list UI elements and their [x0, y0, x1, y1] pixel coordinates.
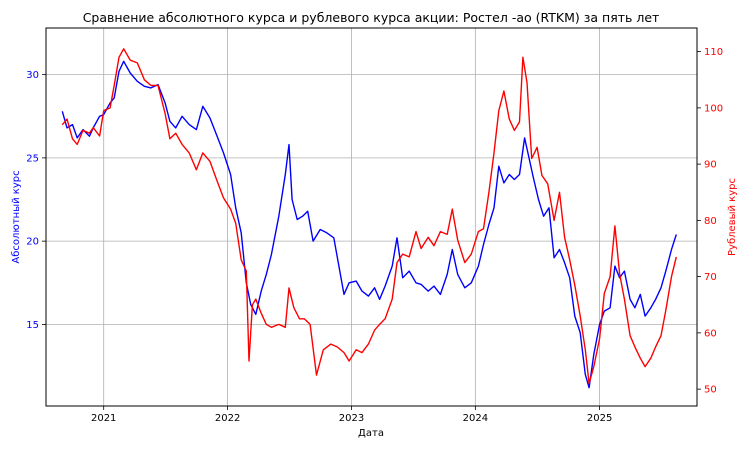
y-right-tick-label: 110 — [704, 47, 723, 58]
x-tick-label: 2021 — [91, 413, 116, 424]
x-tick-label: 2024 — [463, 413, 488, 424]
grid — [46, 28, 697, 406]
y-axis-left: 15 20 25 30 — [26, 70, 46, 331]
ruble-price-line — [61, 48, 677, 385]
y-right-tick-label: 90 — [704, 160, 717, 171]
y-right-tick-label: 70 — [704, 272, 717, 283]
y-axis-left-label: Абсолютный курс — [11, 170, 22, 263]
x-axis-label: Дата — [358, 428, 384, 439]
x-tick-label: 2025 — [587, 413, 612, 424]
y-right-tick-label: 100 — [704, 103, 723, 114]
y-axis-right: 50 60 70 80 90 100 110 — [697, 47, 723, 396]
y-left-tick-label: 30 — [26, 70, 39, 81]
plot-frame — [45, 27, 698, 407]
y-right-tick-label: 80 — [704, 216, 717, 227]
x-tick-label: 2022 — [215, 413, 240, 424]
x-axis: 2021 2022 2023 2024 2025 — [91, 406, 612, 424]
y-right-tick-label: 50 — [704, 385, 717, 396]
absolute-price-line — [61, 60, 677, 389]
y-right-tick-label: 60 — [704, 328, 717, 339]
x-tick-label: 2023 — [339, 413, 364, 424]
chart-title: Сравнение абсолютного курса и рублевого … — [83, 10, 660, 25]
y-left-tick-label: 25 — [26, 153, 39, 164]
y-axis-right-label: Рублевый курс — [727, 178, 738, 256]
y-left-tick-label: 20 — [26, 237, 39, 248]
y-left-tick-label: 15 — [26, 320, 39, 331]
series-layer — [61, 48, 677, 389]
